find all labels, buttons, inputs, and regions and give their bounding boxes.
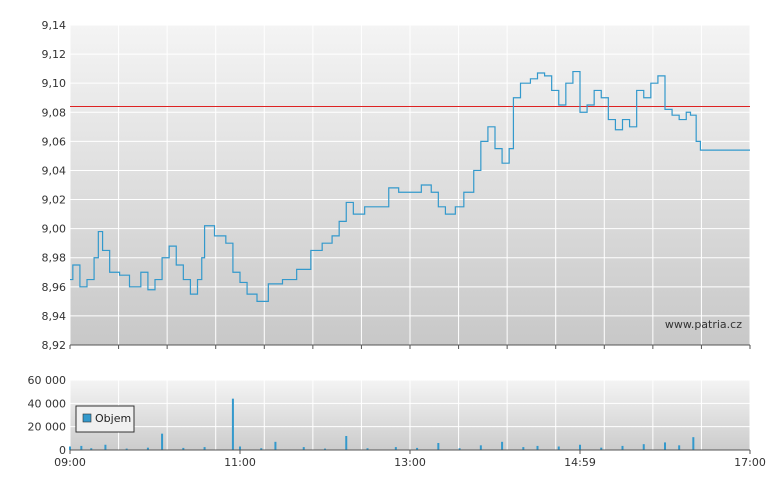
volume-bar [231,398,234,450]
volume-y-tick-label: 60 000 [28,374,67,387]
volume-bar [146,447,149,450]
price-y-tick-label: 9,08 [42,106,67,119]
volume-bar [182,447,185,450]
volume-y-tick-label: 0 [59,444,66,457]
x-tick-label: 13:00 [394,456,426,469]
volume-bar [621,445,624,450]
volume-bar [501,441,504,450]
price-y-tick-label: 9,06 [42,135,67,148]
price-y-tick-label: 8,98 [42,252,67,265]
volume-bar [642,444,645,450]
volume-bar [161,433,164,450]
price-y-tick-label: 8,94 [42,310,67,323]
volume-bar [274,441,277,450]
x-tick-label: 14:59 [564,456,596,469]
volume-bar [437,443,440,450]
price-grid [69,24,751,346]
legend-swatch [82,413,92,423]
price-y-tick-label: 9,02 [42,194,67,207]
volume-bar [203,447,206,450]
volume-bar [458,448,461,450]
volume-bar [522,447,525,450]
volume-bar [239,446,241,450]
watermark-text: www.patria.cz [665,318,742,331]
price-y-tick-label: 9,12 [42,48,67,61]
volume-bar [579,444,581,450]
price-y-axis: 8,92 8,94 8,96 8,98 9,00 9,02 9,04 9,06 9,08 9,10… [42,19,67,352]
volume-bar [678,445,681,450]
volume-bar [366,448,369,450]
volume-bar [104,444,107,450]
volume-bar [664,442,666,450]
volume-bar [324,448,326,450]
price-y-tick-label: 9,04 [42,164,67,177]
legend-label: Objem [95,412,131,425]
volume-bar [302,447,305,450]
volume-bars [69,398,695,450]
volume-x-axis: 09:00 11:00 13:00 14:59 17:00 [54,450,766,469]
volume-bar [394,447,397,450]
price-y-tick-label: 9,00 [42,223,67,236]
price-y-tick-label: 8,92 [42,339,67,352]
x-tick-label: 17:00 [734,456,766,469]
price-y-tick-label: 9,14 [42,19,67,32]
volume-bar [416,447,419,450]
volume-y-tick-label: 20 000 [28,421,67,434]
volume-y-axis: 0 20 000 40 000 60 000 [28,374,67,457]
legend: Objem [75,405,135,433]
volume-bar [479,445,482,450]
price-x-ticks [69,345,751,349]
volume-bar [600,447,603,450]
volume-bar [80,445,83,450]
price-y-tick-label: 8,96 [42,281,67,294]
volume-bar [69,446,71,450]
price-series-line [70,70,750,302]
volume-bar [692,437,695,450]
volume-bar [125,448,128,450]
volume-bar [345,436,348,450]
volume-bar [536,445,539,450]
volume-bar [90,448,93,450]
volume-bar [260,448,263,450]
x-tick-label: 09:00 [54,456,86,469]
volume-y-tick-label: 40 000 [28,397,67,410]
volume-bar [557,446,560,450]
price-y-tick-label: 9,10 [42,77,67,90]
x-tick-label: 11:00 [224,456,256,469]
